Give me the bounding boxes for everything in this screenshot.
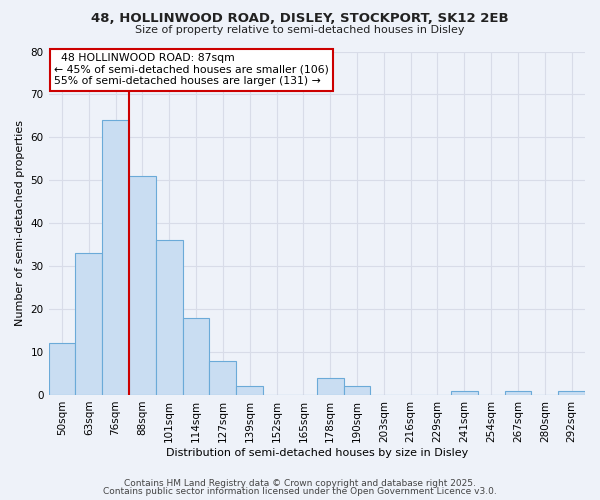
Text: 48 HOLLINWOOD ROAD: 87sqm
← 45% of semi-detached houses are smaller (106)
55% of: 48 HOLLINWOOD ROAD: 87sqm ← 45% of semi-… [54, 53, 329, 86]
Bar [76, 254, 102, 395]
Bar [49, 344, 76, 395]
Bar [156, 240, 182, 395]
Bar [505, 390, 532, 395]
Bar [236, 386, 263, 395]
Text: 48, HOLLINWOOD ROAD, DISLEY, STOCKPORT, SK12 2EB: 48, HOLLINWOOD ROAD, DISLEY, STOCKPORT, … [91, 12, 509, 26]
Bar [209, 360, 236, 395]
Y-axis label: Number of semi-detached properties: Number of semi-detached properties [15, 120, 25, 326]
Text: Contains HM Land Registry data © Crown copyright and database right 2025.: Contains HM Land Registry data © Crown c… [124, 478, 476, 488]
Bar [451, 390, 478, 395]
Bar [129, 176, 156, 395]
Bar [558, 390, 585, 395]
Text: Size of property relative to semi-detached houses in Disley: Size of property relative to semi-detach… [135, 25, 465, 35]
X-axis label: Distribution of semi-detached houses by size in Disley: Distribution of semi-detached houses by … [166, 448, 468, 458]
Text: Contains public sector information licensed under the Open Government Licence v3: Contains public sector information licen… [103, 487, 497, 496]
Bar [317, 378, 344, 395]
Bar [182, 318, 209, 395]
Bar [102, 120, 129, 395]
Bar [344, 386, 370, 395]
